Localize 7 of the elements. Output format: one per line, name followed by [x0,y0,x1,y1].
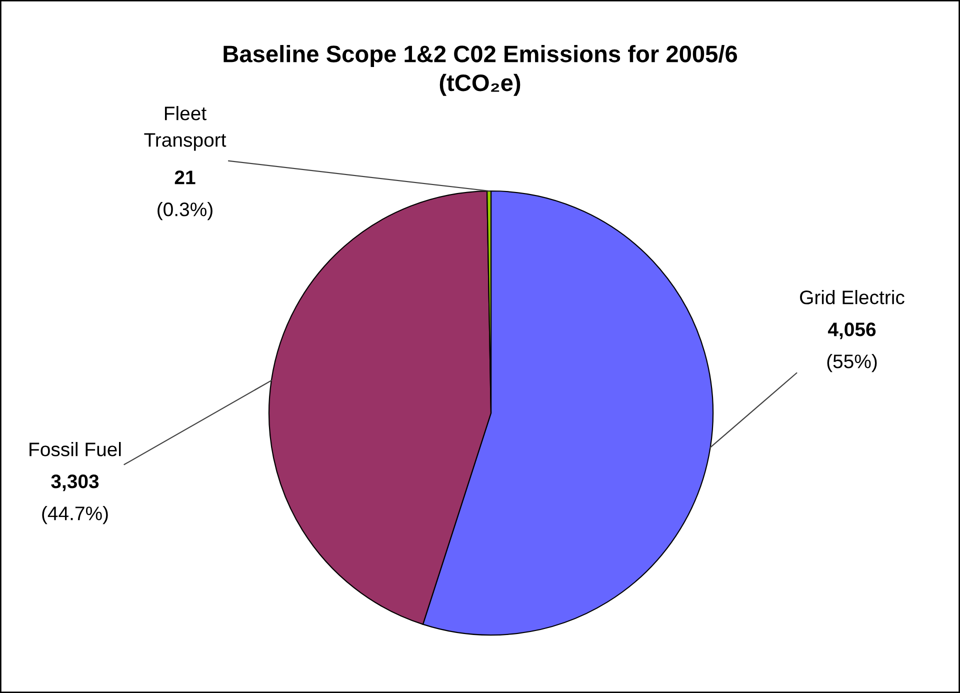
chart-title: Baseline Scope 1&2 C02 Emissions for 2005/6 (tCO₂e) [224,45,738,96]
slice-label: Fossil Fuel [30,442,121,456]
data-label: 3,303 (44.7%) [42,474,108,524]
data-label: 4,056 (55%) [827,322,877,372]
slice-label: Fleet Transport [144,106,226,151]
slice-label: Grid Electric [800,290,904,304]
data-label: 21 (0.3%) [158,170,212,220]
